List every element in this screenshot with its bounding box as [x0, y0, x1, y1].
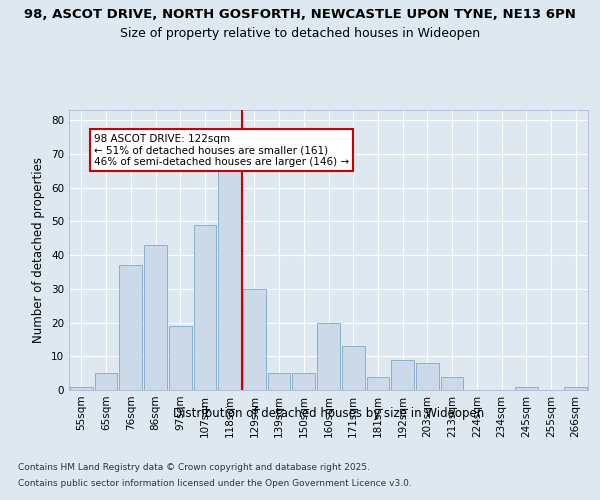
Y-axis label: Number of detached properties: Number of detached properties: [32, 157, 46, 343]
Bar: [218, 170, 241, 390]
Bar: [119, 265, 142, 390]
Bar: [441, 376, 463, 390]
Bar: [515, 386, 538, 390]
Bar: [391, 360, 414, 390]
Text: 98 ASCOT DRIVE: 122sqm
← 51% of detached houses are smaller (161)
46% of semi-de: 98 ASCOT DRIVE: 122sqm ← 51% of detached…: [94, 134, 349, 167]
Bar: [342, 346, 365, 390]
Bar: [292, 373, 315, 390]
Bar: [268, 373, 290, 390]
Text: 98, ASCOT DRIVE, NORTH GOSFORTH, NEWCASTLE UPON TYNE, NE13 6PN: 98, ASCOT DRIVE, NORTH GOSFORTH, NEWCAST…: [24, 8, 576, 20]
Text: Size of property relative to detached houses in Wideopen: Size of property relative to detached ho…: [120, 28, 480, 40]
Bar: [169, 326, 191, 390]
Text: Distribution of detached houses by size in Wideopen: Distribution of detached houses by size …: [173, 408, 484, 420]
Bar: [243, 289, 266, 390]
Text: Contains HM Land Registry data © Crown copyright and database right 2025.: Contains HM Land Registry data © Crown c…: [18, 462, 370, 471]
Bar: [317, 322, 340, 390]
Bar: [70, 386, 93, 390]
Bar: [564, 386, 587, 390]
Bar: [144, 245, 167, 390]
Bar: [194, 224, 216, 390]
Bar: [95, 373, 118, 390]
Bar: [367, 376, 389, 390]
Bar: [416, 363, 439, 390]
Text: Contains public sector information licensed under the Open Government Licence v3: Contains public sector information licen…: [18, 479, 412, 488]
